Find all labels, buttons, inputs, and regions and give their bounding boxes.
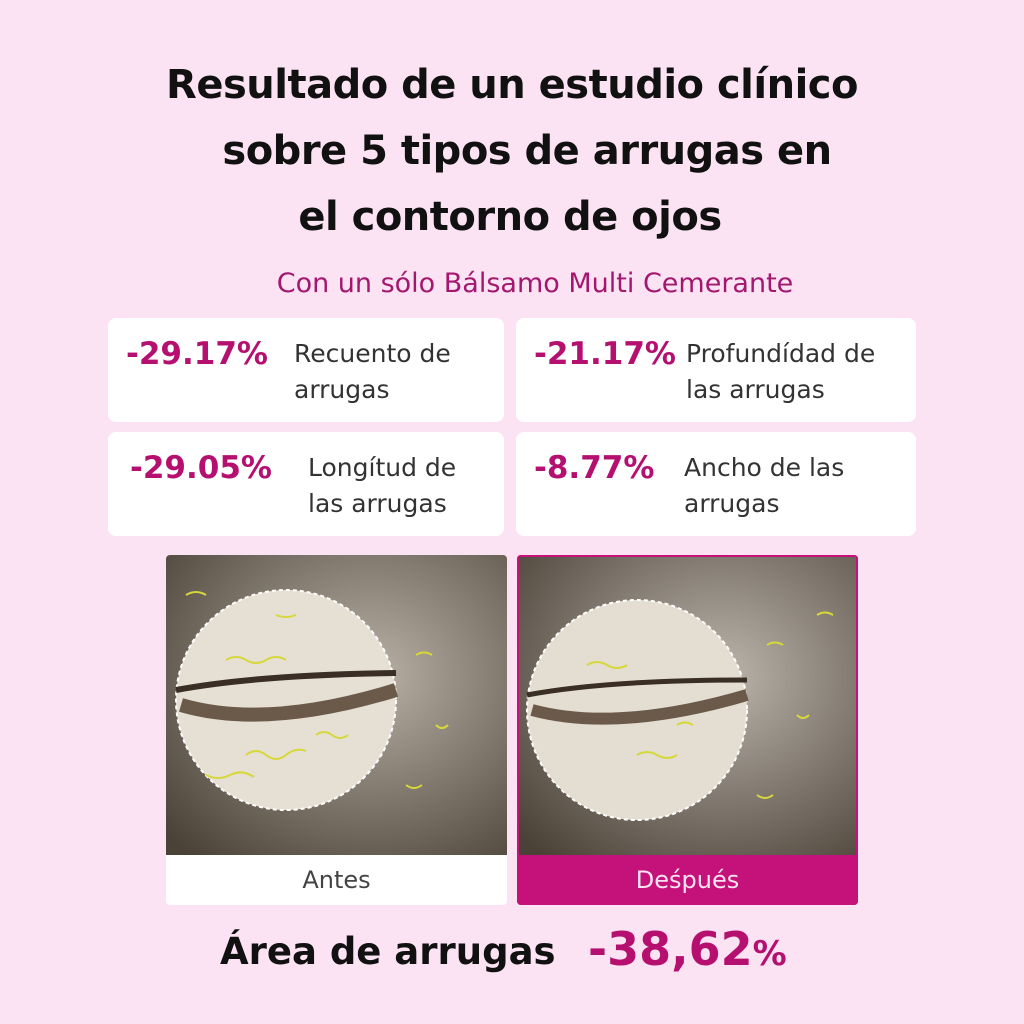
stat-label: Recuento de arrugas xyxy=(294,336,451,408)
stat-card: -8.77% Ancho de las arrugas xyxy=(516,432,916,536)
stat-value: -8.77% xyxy=(534,450,655,486)
stat-card: -29.17% Recuento de arrugas xyxy=(108,318,504,422)
stat-label-line: arrugas xyxy=(684,489,780,518)
stat-label-line: Longítud de xyxy=(308,453,457,482)
stat-value: -21.17% xyxy=(534,336,676,372)
footer-label: Área de arrugas xyxy=(220,930,556,973)
stat-label: Ancho de las arrugas xyxy=(684,450,844,522)
title-line: Resultado de un estudio clínico xyxy=(166,62,858,108)
stat-value: -29.17% xyxy=(126,336,268,372)
stat-label-line: las arrugas xyxy=(686,375,825,404)
subtitle: Con un sólo Bálsamo Multi Cemerante xyxy=(276,268,794,299)
stat-value: -29.05% xyxy=(130,450,272,486)
stat-label-line: arrugas xyxy=(294,375,390,404)
photo-caption: Antes xyxy=(302,866,371,894)
stat-label-line: las arrugas xyxy=(308,489,447,518)
stat-label: Longítud de las arrugas xyxy=(308,450,456,522)
footer-unit: % xyxy=(752,934,787,974)
stat-label-line: Recuento de xyxy=(294,339,451,368)
footer-value: -38,62% xyxy=(588,922,787,976)
photo-caption: Deśpués xyxy=(635,866,740,894)
footer-number: -38,62 xyxy=(588,922,753,976)
photo-after: Deśpués xyxy=(517,555,858,905)
stat-label-line: Ancho de las xyxy=(684,453,845,482)
stat-card: -21.17% Profundídad de las arrugas xyxy=(516,318,916,422)
stat-label: Profundídad de las arrugas xyxy=(686,336,875,408)
stat-label-line: Profundídad de xyxy=(686,339,876,368)
title-line: sobre 5 tipos de arrugas en xyxy=(222,128,832,174)
photo-image xyxy=(166,555,507,855)
photo-image xyxy=(519,557,856,855)
photo-before: Antes xyxy=(166,555,507,905)
stat-card: -29.05% Longítud de las arrugas xyxy=(108,432,504,536)
title-line: el contorno de ojos xyxy=(298,194,722,240)
